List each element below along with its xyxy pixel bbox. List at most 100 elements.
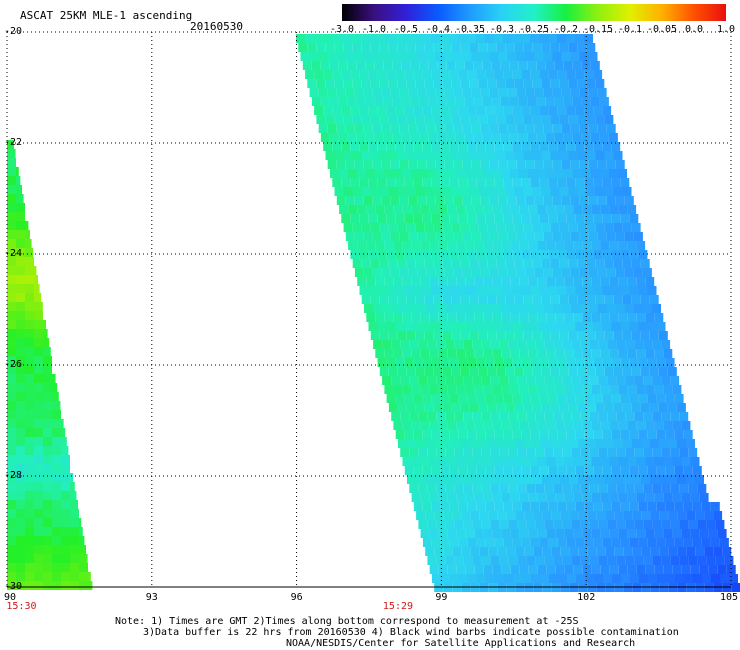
swath-pixel xyxy=(571,340,581,349)
swath-pixel xyxy=(363,52,373,61)
swath-pixel xyxy=(474,313,484,322)
swath-pixel xyxy=(559,223,569,232)
swath-pixel xyxy=(365,133,375,142)
swath-pixel xyxy=(636,529,646,538)
swath-pixel xyxy=(471,52,481,61)
swath-pixel xyxy=(471,268,481,277)
swath-pixel xyxy=(550,403,560,412)
swath-pixel xyxy=(554,61,564,70)
swath-pixel xyxy=(483,457,493,466)
swath-pixel xyxy=(460,367,470,376)
swath-pixel xyxy=(541,187,551,196)
swath-pixel xyxy=(496,43,506,52)
pass-time-label: 15:29 xyxy=(382,601,414,612)
swath-pixel xyxy=(451,79,461,88)
swath-pixel xyxy=(476,358,486,367)
swath-pixel xyxy=(530,358,540,367)
swath-pixel xyxy=(638,358,648,367)
swath-pixel xyxy=(701,502,711,511)
swath-pixel xyxy=(424,79,434,88)
swath-pixel xyxy=(25,536,34,545)
swath-pixel xyxy=(555,349,565,358)
swath-pixel xyxy=(476,142,486,151)
swath-pixel xyxy=(533,475,542,484)
swath-pixel xyxy=(589,304,598,313)
swath-pixel xyxy=(485,394,495,403)
swath-pixel xyxy=(527,97,537,106)
swath-pixel xyxy=(375,241,385,250)
swath-pixel xyxy=(424,331,434,340)
swath-pixel xyxy=(406,151,416,160)
swath-pixel xyxy=(366,169,375,178)
swath-pixel xyxy=(697,484,707,493)
swath-pixel xyxy=(52,401,61,410)
swath-pixel xyxy=(370,223,380,232)
swath-pixel xyxy=(490,484,500,493)
swath-pixel xyxy=(433,115,443,124)
swath-pixel xyxy=(640,259,650,268)
swath-pixel xyxy=(52,437,61,446)
swath-pixel xyxy=(501,457,511,466)
swath-pixel xyxy=(526,304,535,313)
swath-pixel xyxy=(541,331,551,340)
swath-pixel xyxy=(555,313,565,322)
swath-pixel xyxy=(402,277,412,286)
swath-pixel xyxy=(600,313,610,322)
swath-pixel xyxy=(359,142,369,151)
swath-pixel xyxy=(426,196,436,205)
swath-pixel xyxy=(661,484,671,493)
swath-pixel xyxy=(568,79,578,88)
swath-pixel xyxy=(636,241,646,250)
swath-pixel xyxy=(34,338,43,347)
swath-pixel xyxy=(343,151,353,160)
swath-pixel xyxy=(706,520,716,529)
swath-pixel xyxy=(503,322,513,331)
swath-pixel xyxy=(508,484,518,493)
swath-pixel xyxy=(555,529,565,538)
swath-pixel xyxy=(578,475,587,484)
swath-pixel xyxy=(557,466,567,475)
swath-pixel xyxy=(473,133,483,142)
swath-pixel xyxy=(604,331,614,340)
swath-pixel xyxy=(598,340,608,349)
swath-pixel xyxy=(482,133,492,142)
swath-pixel xyxy=(692,538,702,547)
swath-pixel xyxy=(659,511,669,520)
swath-pixel xyxy=(433,259,443,268)
swath-pixel xyxy=(519,169,528,178)
swath-pixel xyxy=(604,259,614,268)
swath-pixel xyxy=(454,484,464,493)
swath-pixel xyxy=(43,347,51,356)
swath-pixel xyxy=(528,565,538,574)
swath-pixel xyxy=(539,502,549,511)
swath-pixel xyxy=(512,70,522,79)
swath-pixel xyxy=(548,394,558,403)
swath-pixel xyxy=(450,574,459,583)
swath-pixel xyxy=(573,385,583,394)
swath-pixel xyxy=(564,457,574,466)
swath-pixel xyxy=(373,304,382,313)
swath-pixel xyxy=(573,565,583,574)
swath-pixel xyxy=(720,574,729,583)
swath-pixel xyxy=(341,142,351,151)
swath-pixel xyxy=(548,430,558,439)
swath-pixel xyxy=(551,475,560,484)
swath-pixel xyxy=(409,484,419,493)
swath-pixel xyxy=(512,466,522,475)
swath-pixel xyxy=(607,376,617,385)
swath-pixel xyxy=(555,457,565,466)
swath-pixel xyxy=(539,70,549,79)
swath-pixel xyxy=(393,385,403,394)
swath-pixel xyxy=(327,124,337,133)
swath-pixel xyxy=(561,52,571,61)
swath-pixel xyxy=(375,169,384,178)
swath-pixel xyxy=(593,106,603,115)
swath-pixel xyxy=(454,520,464,529)
swath-pixel xyxy=(563,61,573,70)
swath-pixel xyxy=(334,151,344,160)
swath-pixel xyxy=(690,493,700,502)
swath-pixel xyxy=(548,538,558,547)
swath-pixel xyxy=(569,547,579,556)
swath-pixel xyxy=(553,376,563,385)
swath-pixel xyxy=(7,230,16,239)
